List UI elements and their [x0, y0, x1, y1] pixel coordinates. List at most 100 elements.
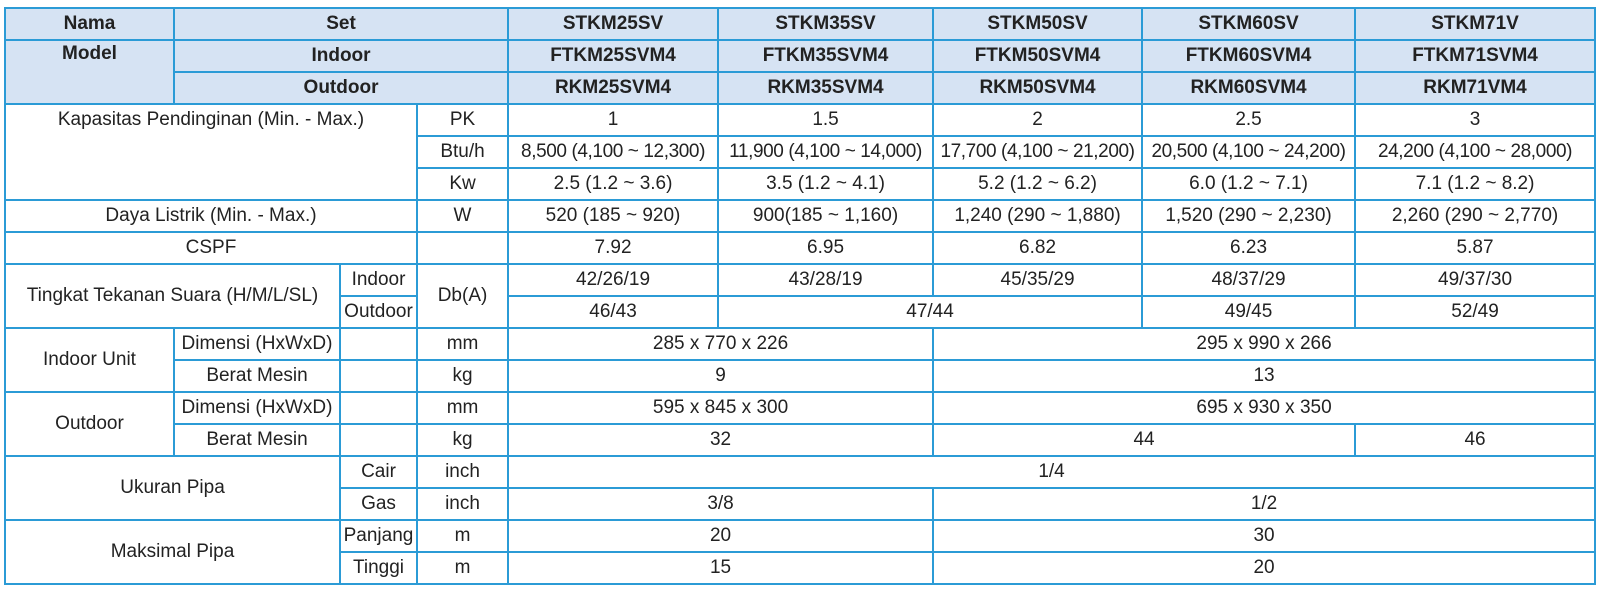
header-row-set: Nama Set STKM25SV STKM35SV STKM50SV STKM… [4, 7, 1597, 41]
kw-value: 2.5 (1.2 ~ 3.6) [507, 167, 720, 201]
outdoor-weight-value: 46 [1354, 423, 1597, 457]
daya-row: Daya Listrik (Min. - Max.) W 520 (185 ~ … [4, 199, 1597, 233]
maks-panjang-row: Maksimal Pipa Panjang m 20 30 [4, 519, 1597, 585]
maks-pipa-label: Maksimal Pipa [4, 519, 341, 585]
indoor-dim-value: 285 x 770 x 226 [507, 327, 935, 361]
suara-outdoor-value: 46/43 [507, 295, 720, 329]
pipa-gas-label: Gas [339, 487, 418, 521]
maks-tinggi-label: Tinggi [339, 551, 418, 585]
pipa-gas-value: 1/2 [932, 487, 1597, 521]
pk-value: 2 [932, 103, 1144, 137]
indoor-weight-value: 13 [932, 359, 1597, 393]
indoor-dim-label: Dimensi (HxWxD) [173, 327, 341, 361]
set-model: STKM71V [1354, 7, 1597, 41]
outdoor-dim-row: Outdoor Dimensi (HxWxD) mm 595 x 845 x 3… [4, 391, 1597, 457]
btu-value: 20,500 (4,100 ~ 24,200) [1141, 135, 1357, 169]
cspf-value: 6.23 [1141, 231, 1357, 265]
cspf-value: 7.92 [507, 231, 720, 265]
header-row-outdoor: Outdoor RKM25SVM4 RKM35SVM4 RKM50SVM4 RK… [5, 71, 1597, 105]
kw-value: 5.2 (1.2 ~ 6.2) [932, 167, 1144, 201]
pipa-label: Ukuran Pipa [4, 455, 341, 521]
set-model: STKM35SV [717, 7, 935, 41]
suara-outdoor-value: 52/49 [1354, 295, 1597, 329]
outdoor-weight-unit: kg [415, 423, 510, 457]
outdoor-weight-value: 32 [507, 423, 935, 457]
indoor-header: Indoor [172, 39, 510, 73]
kapasitas-kw-row: Kw 2.5 (1.2 ~ 3.6) 3.5 (1.2 ~ 4.1) 5.2 (… [5, 167, 1597, 201]
empty-cell [339, 327, 418, 361]
daya-value: 2,260 (290 ~ 2,770) [1354, 199, 1597, 233]
pk-value: 3 [1354, 103, 1597, 137]
suara-indoor-value: 45/35/29 [932, 263, 1144, 297]
suara-outdoor-row: Outdoor 46/43 47/44 49/45 52/49 [5, 295, 1597, 329]
outdoor-weight-row: Berat Mesin kg 32 44 46 [5, 423, 1597, 457]
cspf-value: 5.87 [1354, 231, 1597, 265]
outdoor-model: RKM25SVM4 [507, 71, 720, 105]
pk-value: 1.5 [717, 103, 935, 137]
outdoor-model: RKM35SVM4 [717, 71, 935, 105]
set-model: STKM60SV [1141, 7, 1357, 41]
set-header: Set [172, 7, 510, 41]
pk-value: 1 [507, 103, 720, 137]
indoor-weight-label: Berat Mesin [173, 359, 341, 393]
maks-panjang-unit: m [415, 519, 510, 553]
maks-tinggi-value: 15 [507, 551, 935, 585]
indoor-model: FTKM50SVM4 [932, 39, 1144, 73]
btu-value: 24,200 (4,100 ~ 28,000) [1354, 135, 1597, 169]
daya-value: 1,520 (290 ~ 2,230) [1141, 199, 1357, 233]
pk-value: 2.5 [1141, 103, 1357, 137]
suara-indoor-value: 42/26/19 [507, 263, 720, 297]
outdoor-weight-label: Berat Mesin [173, 423, 341, 457]
outdoor-model: RKM60SVM4 [1141, 71, 1357, 105]
cspf-value: 6.95 [717, 231, 935, 265]
btu-value: 8,500 (4,100 ~ 12,300) [507, 135, 720, 169]
model-header: Model [4, 39, 175, 105]
pipa-gas-row: Gas inch 3/8 1/2 [5, 487, 1597, 521]
kapasitas-btu-row: Btu/h 8,500 (4,100 ~ 12,300) 11,900 (4,1… [5, 135, 1597, 169]
set-model: STKM25SV [507, 7, 720, 41]
btu-unit: Btu/h [415, 135, 510, 169]
suara-indoor-value: 48/37/29 [1141, 263, 1357, 297]
indoor-dim-value: 295 x 990 x 266 [932, 327, 1597, 361]
pipa-cair-row: Ukuran Pipa Cair inch 1/4 [4, 455, 1597, 521]
suara-unit: Db(A) [415, 263, 510, 329]
outdoor-weight-value: 44 [932, 423, 1357, 457]
btu-value: 11,900 (4,100 ~ 14,000) [717, 135, 935, 169]
outdoor-dim-value: 595 x 845 x 300 [507, 391, 935, 425]
nama-header: Nama [4, 7, 175, 41]
suara-indoor-label: Indoor [339, 263, 418, 297]
cspf-unit [415, 231, 510, 265]
indoor-model: FTKM35SVM4 [717, 39, 935, 73]
outdoor-header: Outdoor [172, 71, 510, 105]
spec-table: Nama Set STKM25SV STKM35SV STKM50SV STKM… [4, 7, 1597, 585]
kw-unit: Kw [415, 167, 510, 201]
pipa-cair-value: 1/4 [507, 455, 1597, 489]
kw-value: 7.1 (1.2 ~ 8.2) [1354, 167, 1597, 201]
maks-tinggi-row: Tinggi m 15 20 [5, 551, 1597, 585]
maks-panjang-value: 20 [507, 519, 935, 553]
pipa-gas-value: 3/8 [507, 487, 935, 521]
kapasitas-pk-row: Kapasitas Pendinginan (Min. - Max.) PK 1… [4, 103, 1597, 201]
suara-outdoor-value: 49/45 [1141, 295, 1357, 329]
suara-indoor-value: 43/28/19 [717, 263, 935, 297]
outdoor-model: RKM71VM4 [1354, 71, 1597, 105]
maks-panjang-label: Panjang [339, 519, 418, 553]
indoor-model: FTKM60SVM4 [1141, 39, 1357, 73]
cspf-label: CSPF [4, 231, 418, 265]
outdoor-unit-label: Outdoor [4, 391, 175, 457]
indoor-model: FTKM25SVM4 [507, 39, 720, 73]
pipa-cair-unit: inch [415, 455, 510, 489]
btu-value: 17,700 (4,100 ~ 21,200) [932, 135, 1144, 169]
cspf-value: 6.82 [932, 231, 1144, 265]
indoor-model: FTKM71SVM4 [1354, 39, 1597, 73]
suara-outdoor-value: 47/44 [717, 295, 1144, 329]
kapasitas-label: Kapasitas Pendinginan (Min. - Max.) [4, 103, 418, 201]
header-row-indoor: Model Indoor FTKM25SVM4 FTKM35SVM4 FTKM5… [4, 39, 1597, 105]
empty-cell [339, 391, 418, 425]
cspf-row: CSPF 7.92 6.95 6.82 6.23 5.87 [4, 231, 1597, 265]
indoor-dim-row: Indoor Unit Dimensi (HxWxD) mm 285 x 770… [4, 327, 1597, 393]
outdoor-model: RKM50SVM4 [932, 71, 1144, 105]
outdoor-dim-unit: mm [415, 391, 510, 425]
maks-tinggi-unit: m [415, 551, 510, 585]
indoor-unit-label: Indoor Unit [4, 327, 175, 393]
